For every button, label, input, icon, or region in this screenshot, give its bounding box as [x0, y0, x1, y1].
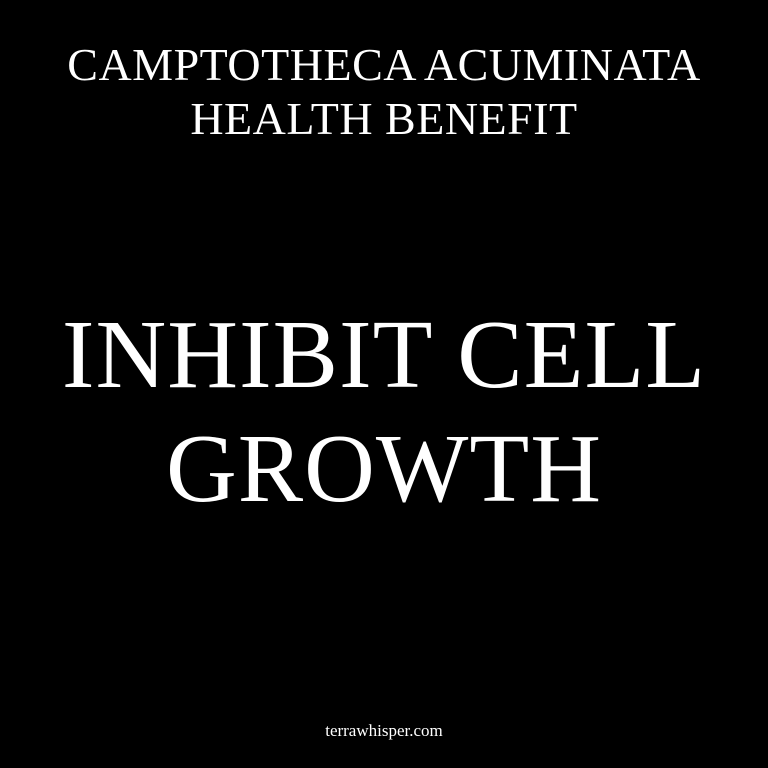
benefit-title-line-1: INHIBIT CELL	[61, 301, 707, 409]
benefit-title-line-2: GROWTH	[165, 415, 603, 523]
card-header: CAMPTOTHECA ACUMINATA HEALTH BENEFIT	[0, 38, 768, 146]
site-credit: terrawhisper.com	[325, 721, 443, 740]
benefit-title: INHIBIT CELL GROWTH	[0, 298, 768, 526]
plant-name: CAMPTOTHECA ACUMINATA	[67, 39, 701, 90]
header-subtitle: HEALTH BENEFIT	[190, 93, 578, 144]
